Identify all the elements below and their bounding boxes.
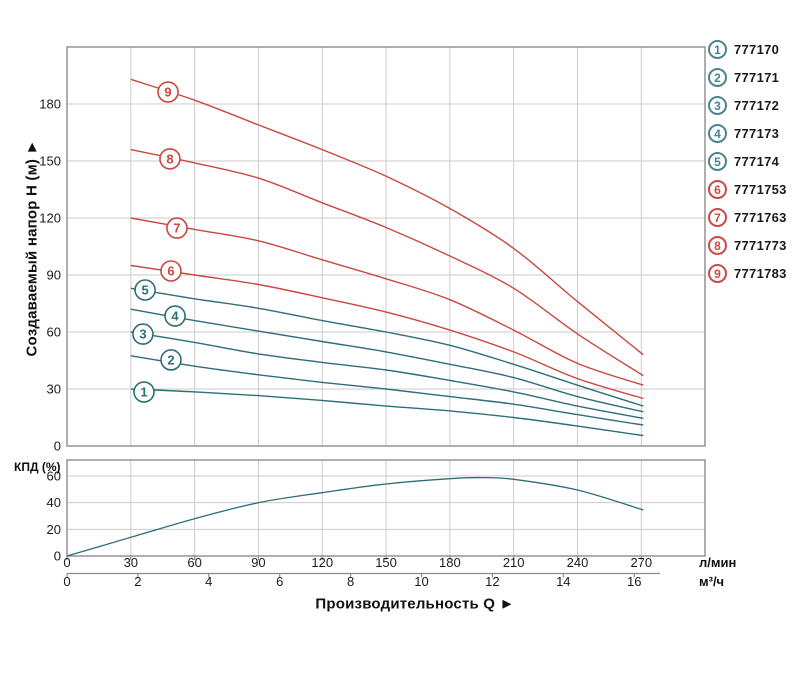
curve-7771763 [130, 217, 644, 386]
x-tick-label-m3h: 0 [63, 574, 70, 589]
x-tick-label-m3h: 12 [485, 574, 499, 589]
curve-label-number-9: 9 [164, 85, 171, 100]
curve-label-number-5: 5 [141, 283, 148, 298]
legend-number-circle-9: 9 [708, 264, 727, 283]
y-tick-label-eff: 40 [47, 495, 61, 510]
legend-number-circle-4: 4 [708, 124, 727, 143]
efficiency-curve [66, 476, 644, 557]
legend-item-777170: 1 777170 [708, 40, 800, 59]
legend-item-7771773: 8 7771773 [708, 236, 800, 255]
curve-label-number-8: 8 [166, 151, 173, 166]
legend-number-circle-7: 7 [708, 208, 727, 227]
x-tick-label-lmin: 0 [63, 555, 70, 570]
y-tick-label-head: 150 [39, 154, 61, 169]
y-tick-label-eff: 60 [47, 469, 61, 484]
legend-number-circle-5: 5 [708, 152, 727, 171]
legend-model-code: 777174 [734, 154, 780, 169]
legend-item-7771753: 6 7771753 [708, 180, 800, 199]
y-tick-label-head: 0 [54, 439, 61, 454]
curve-label-circle-2 [160, 349, 182, 371]
legend-item-7771763: 7 7771763 [708, 208, 800, 227]
x-tick-label-lmin: 180 [439, 555, 461, 570]
curve-label-number-6: 6 [167, 264, 174, 279]
x-axis-unit-m3h: м³/ч [699, 574, 725, 589]
curve-label-circle-7 [166, 217, 188, 239]
curve-label-circle-3 [132, 323, 154, 345]
curve-label-number-2: 2 [167, 352, 174, 367]
x-tick-label-lmin: 90 [251, 555, 265, 570]
curve-label-circle-8 [159, 148, 181, 170]
legend-model-code: 777170 [734, 42, 780, 57]
y-axis-title: Создаваемый напор Н (м) ► [23, 139, 41, 357]
legend: 1 777170 2 777171 3 777172 4 777173 5 777174 6 7771… [708, 40, 800, 292]
x-axis-title: Производительность Q ► [315, 595, 515, 613]
x-tick-label-m3h: 16 [627, 574, 641, 589]
legend-number-circle-6: 6 [708, 180, 727, 199]
curve-7771783 [130, 78, 644, 356]
legend-number-circle-8: 8 [708, 236, 727, 255]
efficiency-axis-label: КПД (%) [14, 460, 61, 474]
y-tick-label-head: 30 [47, 382, 61, 397]
curve-label-circle-6 [160, 260, 182, 282]
legend-model-code: 777173 [734, 126, 780, 141]
y-tick-label-head: 180 [39, 97, 61, 112]
curve-label-circle-5 [134, 279, 156, 301]
x-tick-label-lmin: 210 [503, 555, 525, 570]
x-tick-label-m3h: 8 [347, 574, 354, 589]
legend-number-circle-3: 3 [708, 96, 727, 115]
y-tick-label-head: 60 [47, 325, 61, 340]
legend-number-circle-1: 1 [708, 40, 727, 59]
curve-label-circle-1 [133, 381, 155, 403]
y-tick-label-head: 90 [47, 268, 61, 283]
curve-777174 [130, 287, 644, 407]
curve-7771753 [130, 264, 644, 400]
curve-777171 [130, 355, 644, 426]
curve-label-number-1: 1 [140, 385, 147, 400]
curve-7771773 [130, 148, 644, 377]
x-tick-label-lmin: 150 [375, 555, 397, 570]
curve-777172 [130, 331, 644, 420]
legend-model-code: 7771773 [734, 238, 787, 253]
y-tick-label-eff: 0 [54, 549, 61, 564]
legend-model-code: 7771753 [734, 182, 787, 197]
x-tick-label-lmin: 30 [124, 555, 138, 570]
y-tick-label-head: 120 [39, 211, 61, 226]
legend-item-777172: 3 777172 [708, 96, 800, 115]
x-tick-label-lmin: 60 [187, 555, 201, 570]
legend-number-circle-2: 2 [708, 68, 727, 87]
legend-model-code: 7771763 [734, 210, 787, 225]
x-axis-unit-lmin: л/мин [699, 555, 737, 570]
legend-model-code: 777172 [734, 98, 780, 113]
x-tick-label-m3h: 2 [134, 574, 141, 589]
x-tick-label-m3h: 6 [276, 574, 283, 589]
legend-item-777171: 2 777171 [708, 68, 800, 87]
main-plot-border [66, 46, 706, 447]
y-tick-label-eff: 20 [47, 522, 61, 537]
curve-777170 [130, 388, 644, 437]
x-tick-label-lmin: 240 [567, 555, 589, 570]
curve-label-number-3: 3 [139, 327, 146, 342]
curve-777173 [130, 308, 644, 413]
curve-label-number-7: 7 [173, 221, 180, 236]
curve-label-number-4: 4 [171, 309, 179, 324]
curve-label-circle-4 [164, 305, 186, 327]
x-tick-label-m3h: 4 [205, 574, 212, 589]
legend-model-code: 777171 [734, 70, 780, 85]
legend-item-777173: 4 777173 [708, 124, 800, 143]
x-tick-label-lmin: 270 [630, 555, 652, 570]
legend-item-777174: 5 777174 [708, 152, 800, 171]
legend-model-code: 7771783 [734, 266, 787, 281]
x-tick-label-m3h: 10 [414, 574, 428, 589]
legend-item-7771783: 9 7771783 [708, 264, 800, 283]
x-tick-label-lmin: 120 [311, 555, 333, 570]
curve-label-circle-9 [157, 81, 179, 103]
x-tick-label-m3h: 14 [556, 574, 570, 589]
